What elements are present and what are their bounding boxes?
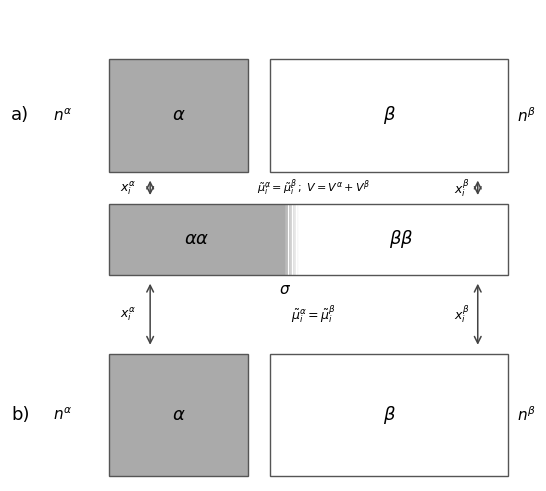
Bar (286, 204, 287, 275)
Text: $x_i^{\alpha}$: $x_i^{\alpha}$ (120, 305, 136, 323)
Text: $\beta$: $\beta$ (383, 404, 395, 426)
Bar (289, 204, 290, 275)
Bar (284, 204, 508, 275)
Bar (270, 59, 508, 172)
Text: a): a) (11, 107, 29, 124)
Bar (298, 204, 299, 275)
Text: $x_i^{\alpha}$: $x_i^{\alpha}$ (120, 179, 136, 196)
Bar (292, 204, 293, 275)
Bar (109, 354, 248, 476)
Text: $\alpha$: $\alpha$ (172, 107, 186, 124)
Text: $n^{\beta}$: $n^{\beta}$ (518, 406, 536, 424)
Bar (291, 204, 292, 275)
Text: $\alpha\alpha$: $\alpha\alpha$ (184, 230, 210, 248)
Text: $n^{\beta}$: $n^{\beta}$ (518, 106, 536, 125)
Bar (284, 204, 285, 275)
Bar (294, 204, 295, 275)
Text: $\tilde{\mu}_i^{\alpha} = \tilde{\mu}_i^{\beta}\,;\; V = V^{\alpha} + V^{\beta}$: $\tilde{\mu}_i^{\alpha} = \tilde{\mu}_i^… (257, 177, 371, 198)
Bar (296, 204, 298, 275)
Bar (287, 204, 288, 275)
Bar (109, 59, 248, 172)
Text: $n^{\alpha}$: $n^{\alpha}$ (53, 407, 73, 423)
Text: $n^{\alpha}$: $n^{\alpha}$ (53, 107, 73, 124)
Text: $\alpha$: $\alpha$ (172, 406, 186, 424)
Bar (290, 204, 291, 275)
Text: $\beta$: $\beta$ (383, 105, 395, 126)
Bar (109, 204, 284, 275)
Bar (109, 204, 508, 275)
Text: $x_i^{\beta}$: $x_i^{\beta}$ (454, 303, 469, 325)
Text: $\tilde{\mu}_i^{\alpha} = \tilde{\mu}_i^{\beta}$: $\tilde{\mu}_i^{\alpha} = \tilde{\mu}_i^… (292, 303, 336, 325)
Bar (293, 204, 294, 275)
Bar (270, 354, 508, 476)
Text: $\beta\beta$: $\beta\beta$ (389, 228, 414, 250)
Text: $x_i^{\beta}$: $x_i^{\beta}$ (454, 177, 469, 199)
Text: $\sigma$: $\sigma$ (278, 282, 290, 298)
Bar (295, 204, 296, 275)
Text: b): b) (11, 406, 29, 424)
